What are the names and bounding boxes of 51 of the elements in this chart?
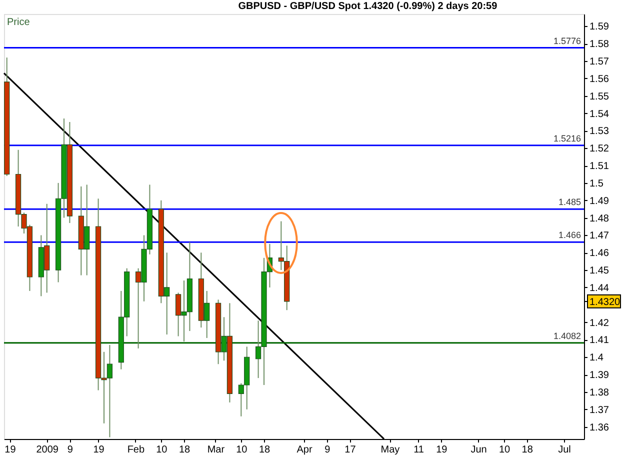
x-tick-label: 9 [324, 444, 331, 456]
y-tick-label: 1.4320 [590, 296, 621, 308]
y-tick-label: 1.47 [590, 230, 610, 242]
y-tick-label: 1.41 [590, 335, 610, 346]
x-tick-label: 19 [436, 444, 448, 456]
x-tick-label: Jun [470, 444, 487, 456]
y-tick-label: 1.46 [590, 248, 610, 260]
y-tick-label: 1.53 [590, 126, 610, 138]
x-tick-label: 19 [93, 444, 105, 456]
y-tick-label: 1.39 [590, 370, 610, 382]
ref-line-label: 1.485 [558, 197, 581, 208]
y-tick-label: 1.52 [590, 144, 610, 155]
y-tick-label: 1.42 [590, 318, 610, 329]
x-tick-label: 18 [258, 444, 270, 456]
x-tick-label: Mar [207, 444, 226, 456]
y-tick-label: 1.36 [590, 422, 610, 434]
y-tick-label: 1.4 [590, 352, 604, 364]
y-tick-label: 1.38 [590, 387, 610, 398]
ref-line-label: 1.5776 [553, 36, 581, 46]
x-tick-label: 9 [67, 444, 74, 456]
x-tick-label: 18 [522, 444, 534, 456]
x-tick-label: 18 [178, 444, 190, 456]
x-tick-label: May [380, 444, 400, 456]
y-tick-label: 1.49 [590, 196, 610, 207]
y-tick-label: 1.57 [590, 56, 610, 68]
y-tick-label: 1.55 [590, 91, 610, 102]
y-axis-title: Price [7, 17, 30, 28]
y-tick-label: 1.54 [590, 108, 610, 120]
y-tick-label: 1.5 [590, 178, 604, 190]
x-tick-label: 17 [344, 444, 356, 456]
y-tick-label: 1.56 [590, 74, 610, 85]
x-tick-label: 10 [498, 444, 510, 456]
ref-line-label: 1.4082 [553, 330, 581, 341]
y-tick-label: 1.37 [590, 404, 610, 416]
ref-line-label: 1.5216 [553, 133, 581, 144]
x-tick-label: Feb [127, 444, 145, 456]
x-tick-label: Jul [558, 444, 571, 456]
y-tick-label: 1.59 [590, 22, 610, 33]
ref-line-label: 1.466 [558, 230, 581, 240]
x-tick-label: 11 [414, 444, 424, 456]
y-tick-label: 1.51 [590, 161, 610, 172]
x-tick-label: 2009 [36, 444, 59, 456]
y-tick-label: 1.48 [590, 213, 610, 224]
x-tick-label: Apr [296, 444, 313, 456]
y-tick-label: 1.45 [590, 266, 610, 277]
x-tick-label: 10 [156, 444, 168, 456]
x-tick-label: 19 [4, 444, 16, 456]
y-tick-label: 1.58 [590, 39, 610, 50]
y-tick-label: 1.44 [590, 282, 610, 294]
x-tick-label: 10 [236, 444, 248, 456]
chart-title: GBPUSD - GBP/USD Spot 1.4320 (-0.99%) 2 days 20:59 [238, 1, 498, 12]
